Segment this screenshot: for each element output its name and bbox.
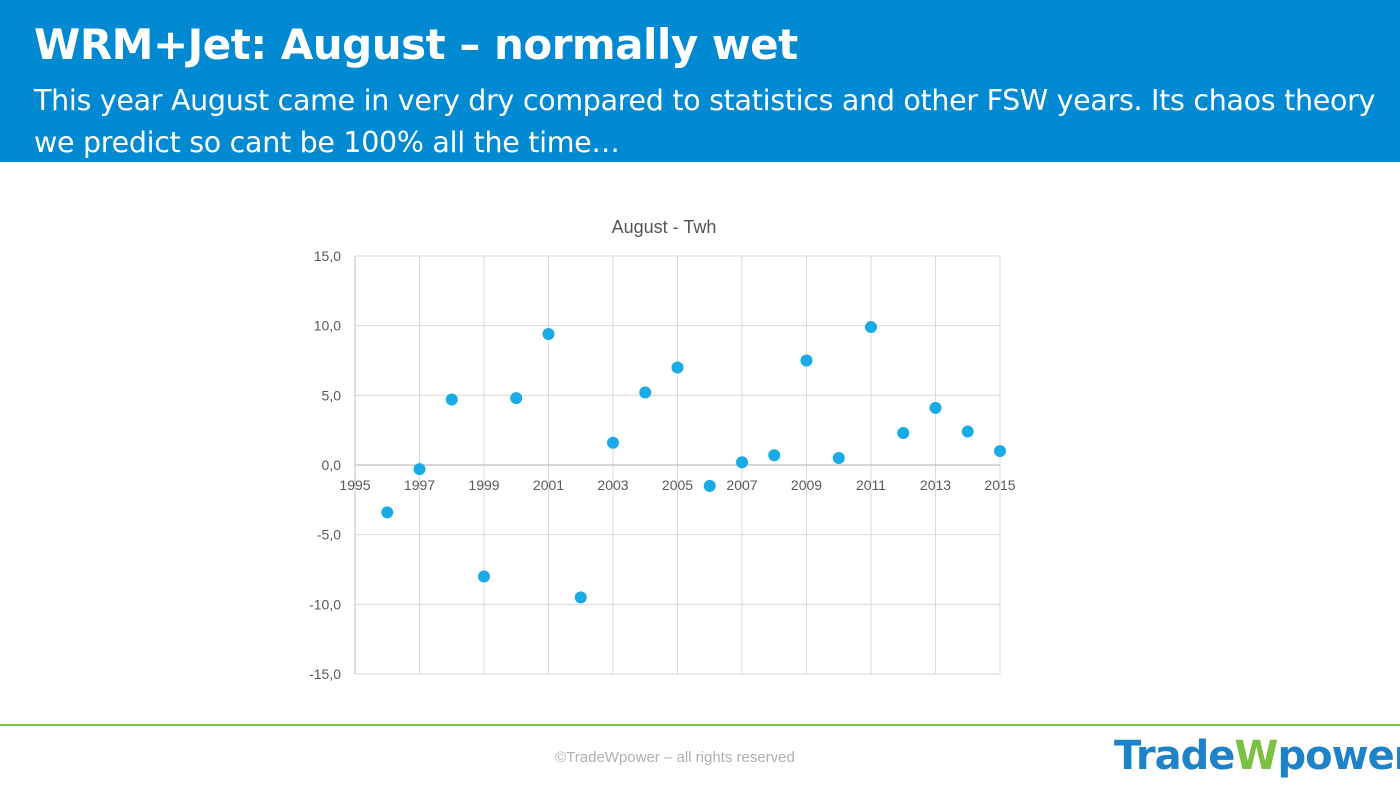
- data-point: [607, 436, 619, 449]
- data-point: [897, 426, 910, 439]
- y-tick-label: 5,0: [322, 387, 342, 403]
- data-point: [542, 328, 555, 341]
- y-axis: 15,0 10,0 5,0 0,0 -5,0 -10,0 -15,0: [309, 248, 356, 682]
- data-point: [574, 591, 587, 604]
- scatter-chart: August - Twh 1995 1997 1999 2001 2003 2005 200…: [309, 217, 1016, 682]
- x-tick-label: 2003: [597, 477, 628, 493]
- data-point: [639, 386, 652, 399]
- y-tick-label: -10,0: [309, 596, 341, 612]
- logo-text-trade: Trade: [1114, 733, 1235, 779]
- x-tick-label: 2013: [920, 477, 951, 493]
- x-tick-label: 2015: [984, 477, 1015, 493]
- logo-w-mark: W: [1234, 733, 1278, 779]
- copyright-text: ©TradeWpower – all rights reserved: [555, 749, 795, 766]
- logo-text-power: power: [1277, 733, 1400, 779]
- x-tick-label: 2009: [791, 477, 822, 493]
- x-tick-label: 2001: [533, 477, 564, 493]
- y-tick-label: 10,0: [314, 318, 341, 334]
- data-point: [800, 354, 813, 367]
- data-point: [832, 452, 845, 465]
- page-title: WRM+Jet: August – normally wet: [34, 20, 798, 69]
- y-tick-label: 0,0: [322, 457, 342, 473]
- x-tick-label: 2007: [726, 477, 757, 493]
- y-tick-label: -15,0: [309, 666, 341, 682]
- tradewpower-logo: TradeWpower: [1114, 733, 1400, 779]
- data-point: [703, 479, 716, 492]
- data-point: [865, 321, 877, 334]
- chart-title: August - Twh: [612, 217, 717, 237]
- data-point: [929, 401, 942, 414]
- x-axis: 1995 1997 1999 2001 2003 2005 2007 2009 2011 2013…: [339, 464, 1016, 493]
- data-point: [445, 393, 458, 406]
- y-tick-label: 15,0: [314, 248, 341, 264]
- x-tick-label: 2011: [856, 477, 886, 493]
- data-point: [961, 425, 974, 438]
- y-tick-label: -5,0: [317, 527, 341, 543]
- data-point: [671, 361, 684, 374]
- header-banner: WRM+Jet: August – normally wet This year…: [0, 0, 1400, 162]
- data-point: [381, 506, 394, 519]
- x-tick-label: 1999: [468, 477, 499, 493]
- data-point: [478, 570, 490, 583]
- x-tick-label: 1997: [404, 477, 435, 493]
- footer-divider: [0, 724, 1400, 726]
- data-point: [994, 445, 1006, 458]
- page-subtitle: This year August came in very dry compar…: [34, 84, 1376, 159]
- data-points: [381, 321, 1006, 604]
- x-tick-label: 2005: [662, 477, 693, 493]
- data-point: [413, 463, 426, 476]
- data-point: [736, 456, 748, 469]
- data-point: [768, 449, 781, 462]
- data-point: [510, 392, 523, 405]
